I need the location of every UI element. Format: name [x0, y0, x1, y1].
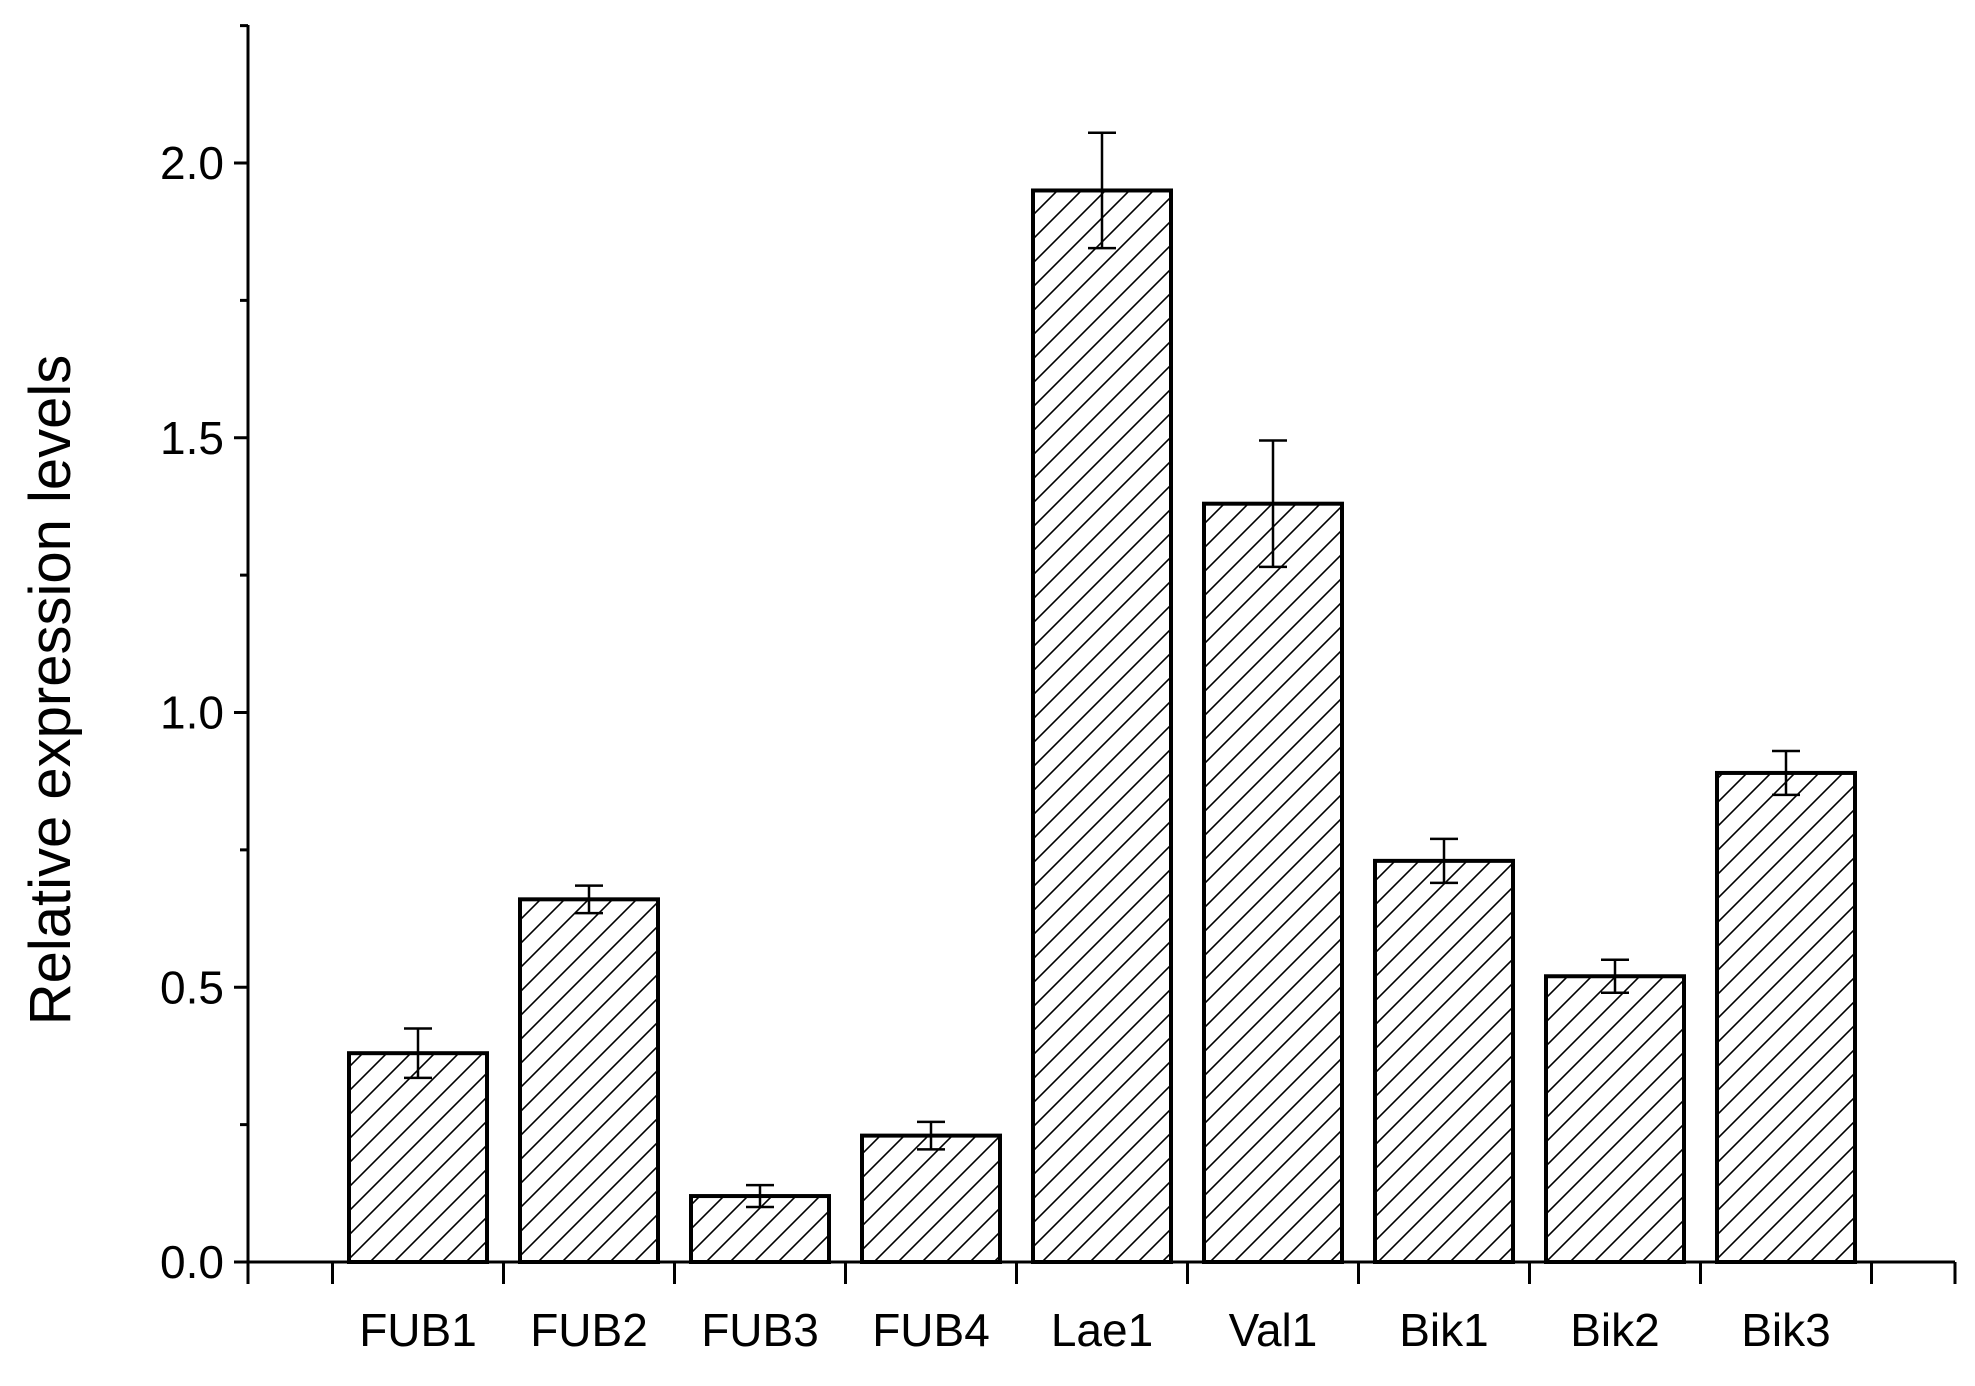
bar-lae1 [1031, 188, 1173, 1265]
ticks-group [234, 24, 1957, 1284]
bar-bik1 [1373, 858, 1515, 1264]
y-tick-label: 1.5 [160, 412, 224, 464]
y-tick-label: 1.0 [160, 687, 224, 739]
y-tick-label: 0.0 [160, 1236, 224, 1288]
x-tick-label: FUB1 [359, 1304, 477, 1356]
x-tick-label: FUB3 [701, 1304, 819, 1356]
bar-fub1 [347, 1051, 489, 1264]
bar-fub4 [860, 1133, 1002, 1264]
x-tick-label: Bik2 [1570, 1304, 1659, 1356]
error-bars-group [404, 131, 1800, 1209]
bar-fub2 [518, 897, 660, 1265]
x-tick-label: FUB2 [530, 1304, 648, 1356]
bar-val1 [1202, 501, 1344, 1264]
y-tick-label: 2.0 [160, 137, 224, 189]
bars-group [347, 188, 1857, 1265]
x-tick-label: Bik1 [1399, 1304, 1488, 1356]
x-tick-label: Val1 [1229, 1304, 1318, 1356]
x-tick-label: FUB4 [872, 1304, 990, 1356]
labels-group: 0.0 0.5 1.0 1.5 2.0 FUB1 FUB2 FUB3 FUB4 Lae1 Val1 B… [160, 137, 1831, 1356]
x-tick-label: Lae1 [1051, 1304, 1153, 1356]
bar-bik3 [1715, 770, 1857, 1264]
bar-bik2 [1544, 974, 1686, 1264]
y-tick-label: 0.5 [160, 961, 224, 1013]
x-tick-label: Bik3 [1741, 1304, 1830, 1356]
y-axis-title: Relative expression levels [18, 355, 83, 1026]
